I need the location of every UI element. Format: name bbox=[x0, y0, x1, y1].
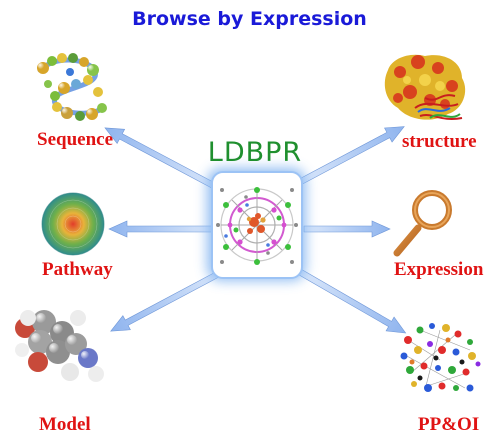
hub bbox=[207, 168, 306, 281]
protein-surface-icon bbox=[384, 54, 466, 120]
magnifier-icon bbox=[393, 190, 452, 257]
protein-helix-icon bbox=[37, 53, 107, 121]
node-label-sequence[interactable]: Sequence bbox=[37, 129, 113, 150]
node-label-ppoi[interactable]: PP&OI bbox=[418, 414, 480, 435]
center-label: LDBPR bbox=[207, 137, 303, 168]
molecule-model-icon bbox=[15, 310, 104, 382]
arrow-to-ppoi bbox=[298, 268, 407, 334]
arrow-to-pathway bbox=[108, 220, 216, 238]
interaction-network-icon bbox=[400, 323, 481, 392]
page-title: Browse by Expression bbox=[132, 8, 367, 30]
node-label-pathway[interactable]: Pathway bbox=[42, 259, 113, 280]
arrow-to-expression bbox=[303, 220, 391, 238]
arrow-to-model bbox=[110, 268, 224, 332]
arrow-to-sequence bbox=[104, 127, 220, 192]
pathway-sphere-icon bbox=[41, 192, 105, 256]
node-label-structure[interactable]: structure bbox=[402, 131, 477, 152]
molecular-lattice-icon bbox=[216, 187, 298, 265]
arrows bbox=[104, 126, 407, 334]
arrow-to-structure bbox=[298, 126, 405, 186]
node-label-model[interactable]: Model bbox=[39, 414, 91, 435]
node-label-expression[interactable]: Expression bbox=[394, 259, 484, 280]
